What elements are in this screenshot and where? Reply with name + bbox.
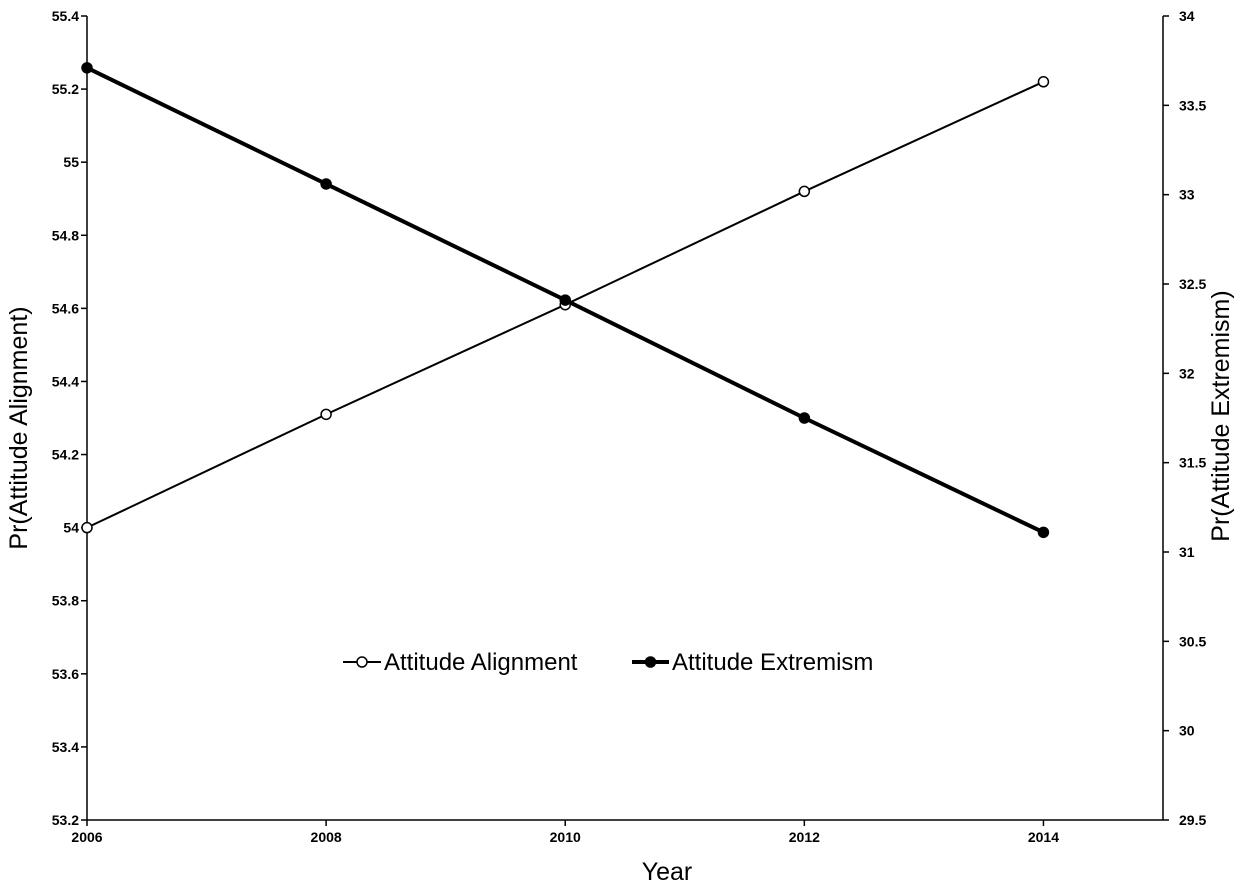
left-y-tick-label: 55.2 <box>52 81 79 97</box>
right-y-tick-label: 34 <box>1179 8 1195 24</box>
left-y-tick-label: 54.6 <box>52 300 79 316</box>
left-y-tick-label: 55 <box>63 154 79 170</box>
right-y-tick-label: 33 <box>1179 187 1195 203</box>
x-tick-label: 2014 <box>1028 829 1059 845</box>
legend: Attitude Alignment Attitude Extremism <box>343 649 873 676</box>
data-point <box>81 521 93 534</box>
data-point <box>1037 76 1050 88</box>
x-tick-label: 2008 <box>311 829 342 845</box>
right-y-tick-label: 31 <box>1179 544 1195 560</box>
left-y-tick-label: 55.4 <box>52 8 79 24</box>
x-axis-title: Year <box>642 858 693 883</box>
legend-label: Attitude Alignment <box>384 649 578 676</box>
x-tick-label: 2010 <box>550 829 581 845</box>
data-point <box>1037 526 1050 539</box>
x-tick-label: 2006 <box>71 829 102 845</box>
left-y-tick-label: 54.8 <box>52 227 79 243</box>
left-y-axis-title: Pr(Attitude Alignment) <box>5 306 33 549</box>
right-y-tick-label: 30.5 <box>1179 633 1206 649</box>
left-y-tick-label: 53.6 <box>52 666 79 682</box>
x-tick-label: 2012 <box>789 829 820 845</box>
right-y-tick-label: 30 <box>1179 723 1195 739</box>
data-point <box>559 294 571 306</box>
right-y-axis-title: Pr(Attitude Extremism) <box>1207 290 1235 541</box>
data-point <box>81 62 93 74</box>
left-y-tick-label: 54 <box>63 520 79 536</box>
legend-label: Attitude Extremism <box>672 649 873 676</box>
legend-marker <box>644 656 657 668</box>
right-y-tick-label: 31.5 <box>1179 455 1206 471</box>
left-y-tick-label: 54.4 <box>52 373 79 389</box>
data-point <box>320 178 332 190</box>
right-y-tick-label: 33.5 <box>1179 97 1206 113</box>
left-y-tick-label: 53.4 <box>52 739 79 755</box>
right-y-tick-label: 32 <box>1179 365 1195 381</box>
right-y-tick-label: 29.5 <box>1179 812 1206 828</box>
data-point <box>798 185 811 198</box>
data-point <box>320 408 332 421</box>
left-y-tick-label: 53.8 <box>52 593 79 609</box>
axes: 53.2 53.4 53.6 53.8 54 54.2 54.4 54.6 54.8 55 55.2… <box>52 8 1207 845</box>
right-y-tick-label: 32.5 <box>1179 276 1206 292</box>
left-y-tick-label: 53.2 <box>52 812 79 828</box>
legend-marker <box>356 656 368 668</box>
series-layer <box>81 62 1050 539</box>
left-y-tick-label: 54.2 <box>52 447 79 463</box>
data-point <box>798 412 811 424</box>
